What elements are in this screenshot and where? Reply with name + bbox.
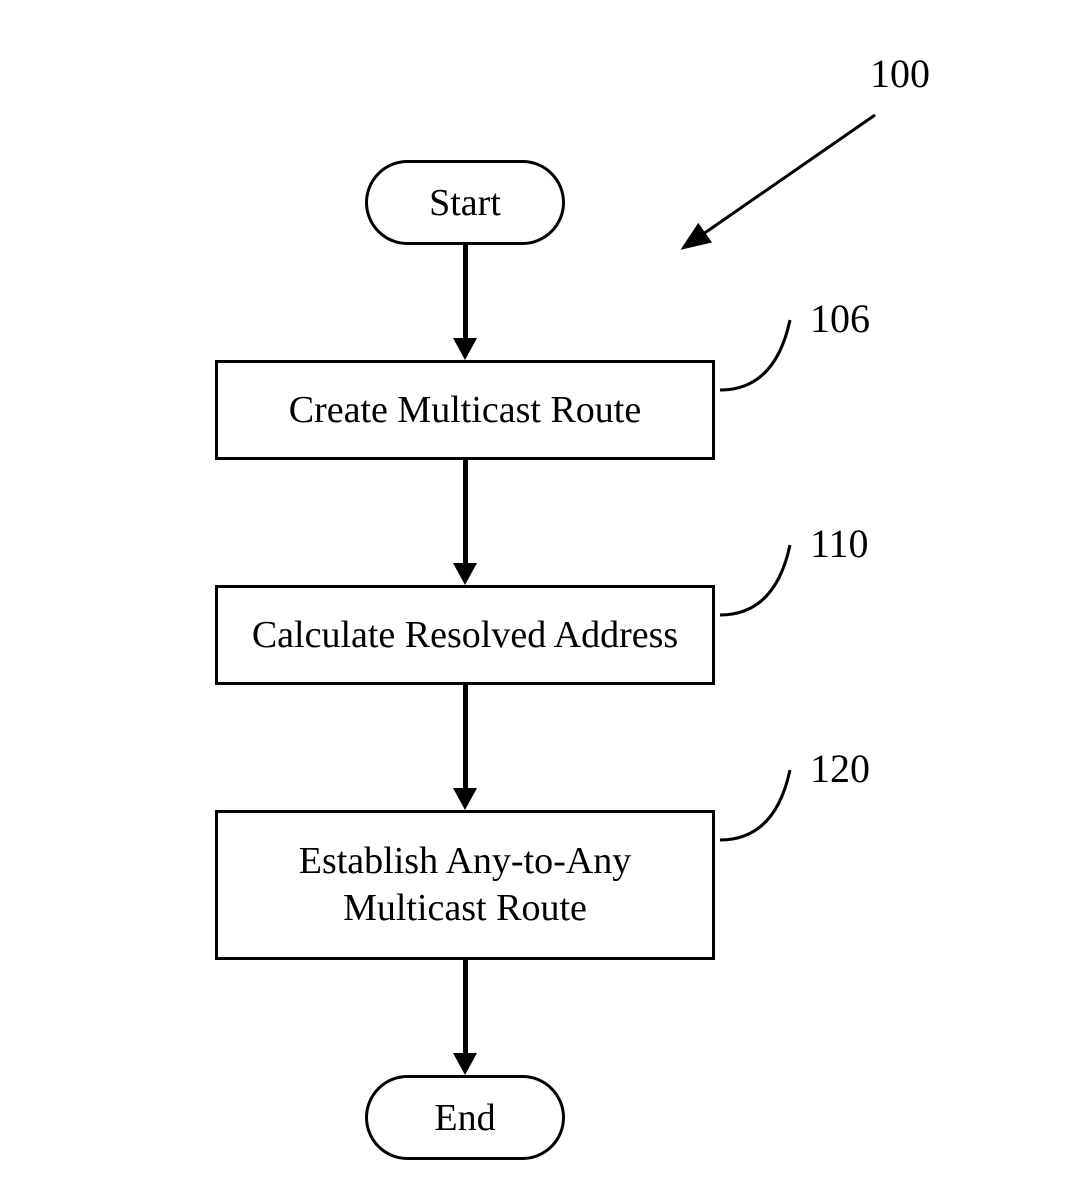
arrow-3 bbox=[463, 685, 468, 790]
ref-connector-106 bbox=[715, 315, 825, 405]
arrow-4-head bbox=[453, 1053, 477, 1075]
ref-label-106: 106 bbox=[810, 295, 870, 342]
arrow-1 bbox=[463, 245, 468, 340]
step3-label: Establish Any-to-Any Multicast Route bbox=[299, 838, 631, 933]
arrow-2 bbox=[463, 460, 468, 565]
step1-label: Create Multicast Route bbox=[289, 388, 641, 432]
arrow-2-head bbox=[453, 563, 477, 585]
arrow-4 bbox=[463, 960, 468, 1055]
step2-label: Calculate Resolved Address bbox=[252, 613, 678, 657]
ref-connector-120 bbox=[715, 765, 825, 855]
arrow-1-head bbox=[453, 338, 477, 360]
ref-connector-110 bbox=[715, 540, 825, 630]
arrow-3-head bbox=[453, 788, 477, 810]
ref-label-110: 110 bbox=[810, 520, 869, 567]
step1-node: Create Multicast Route bbox=[215, 360, 715, 460]
end-label: End bbox=[434, 1096, 495, 1140]
step3-node: Establish Any-to-Any Multicast Route bbox=[215, 810, 715, 960]
start-label: Start bbox=[429, 181, 501, 225]
step2-node: Calculate Resolved Address bbox=[215, 585, 715, 685]
diagram-ref-label: 100 bbox=[870, 50, 930, 97]
start-node: Start bbox=[365, 160, 565, 245]
end-node: End bbox=[365, 1075, 565, 1160]
ref-label-120: 120 bbox=[810, 745, 870, 792]
